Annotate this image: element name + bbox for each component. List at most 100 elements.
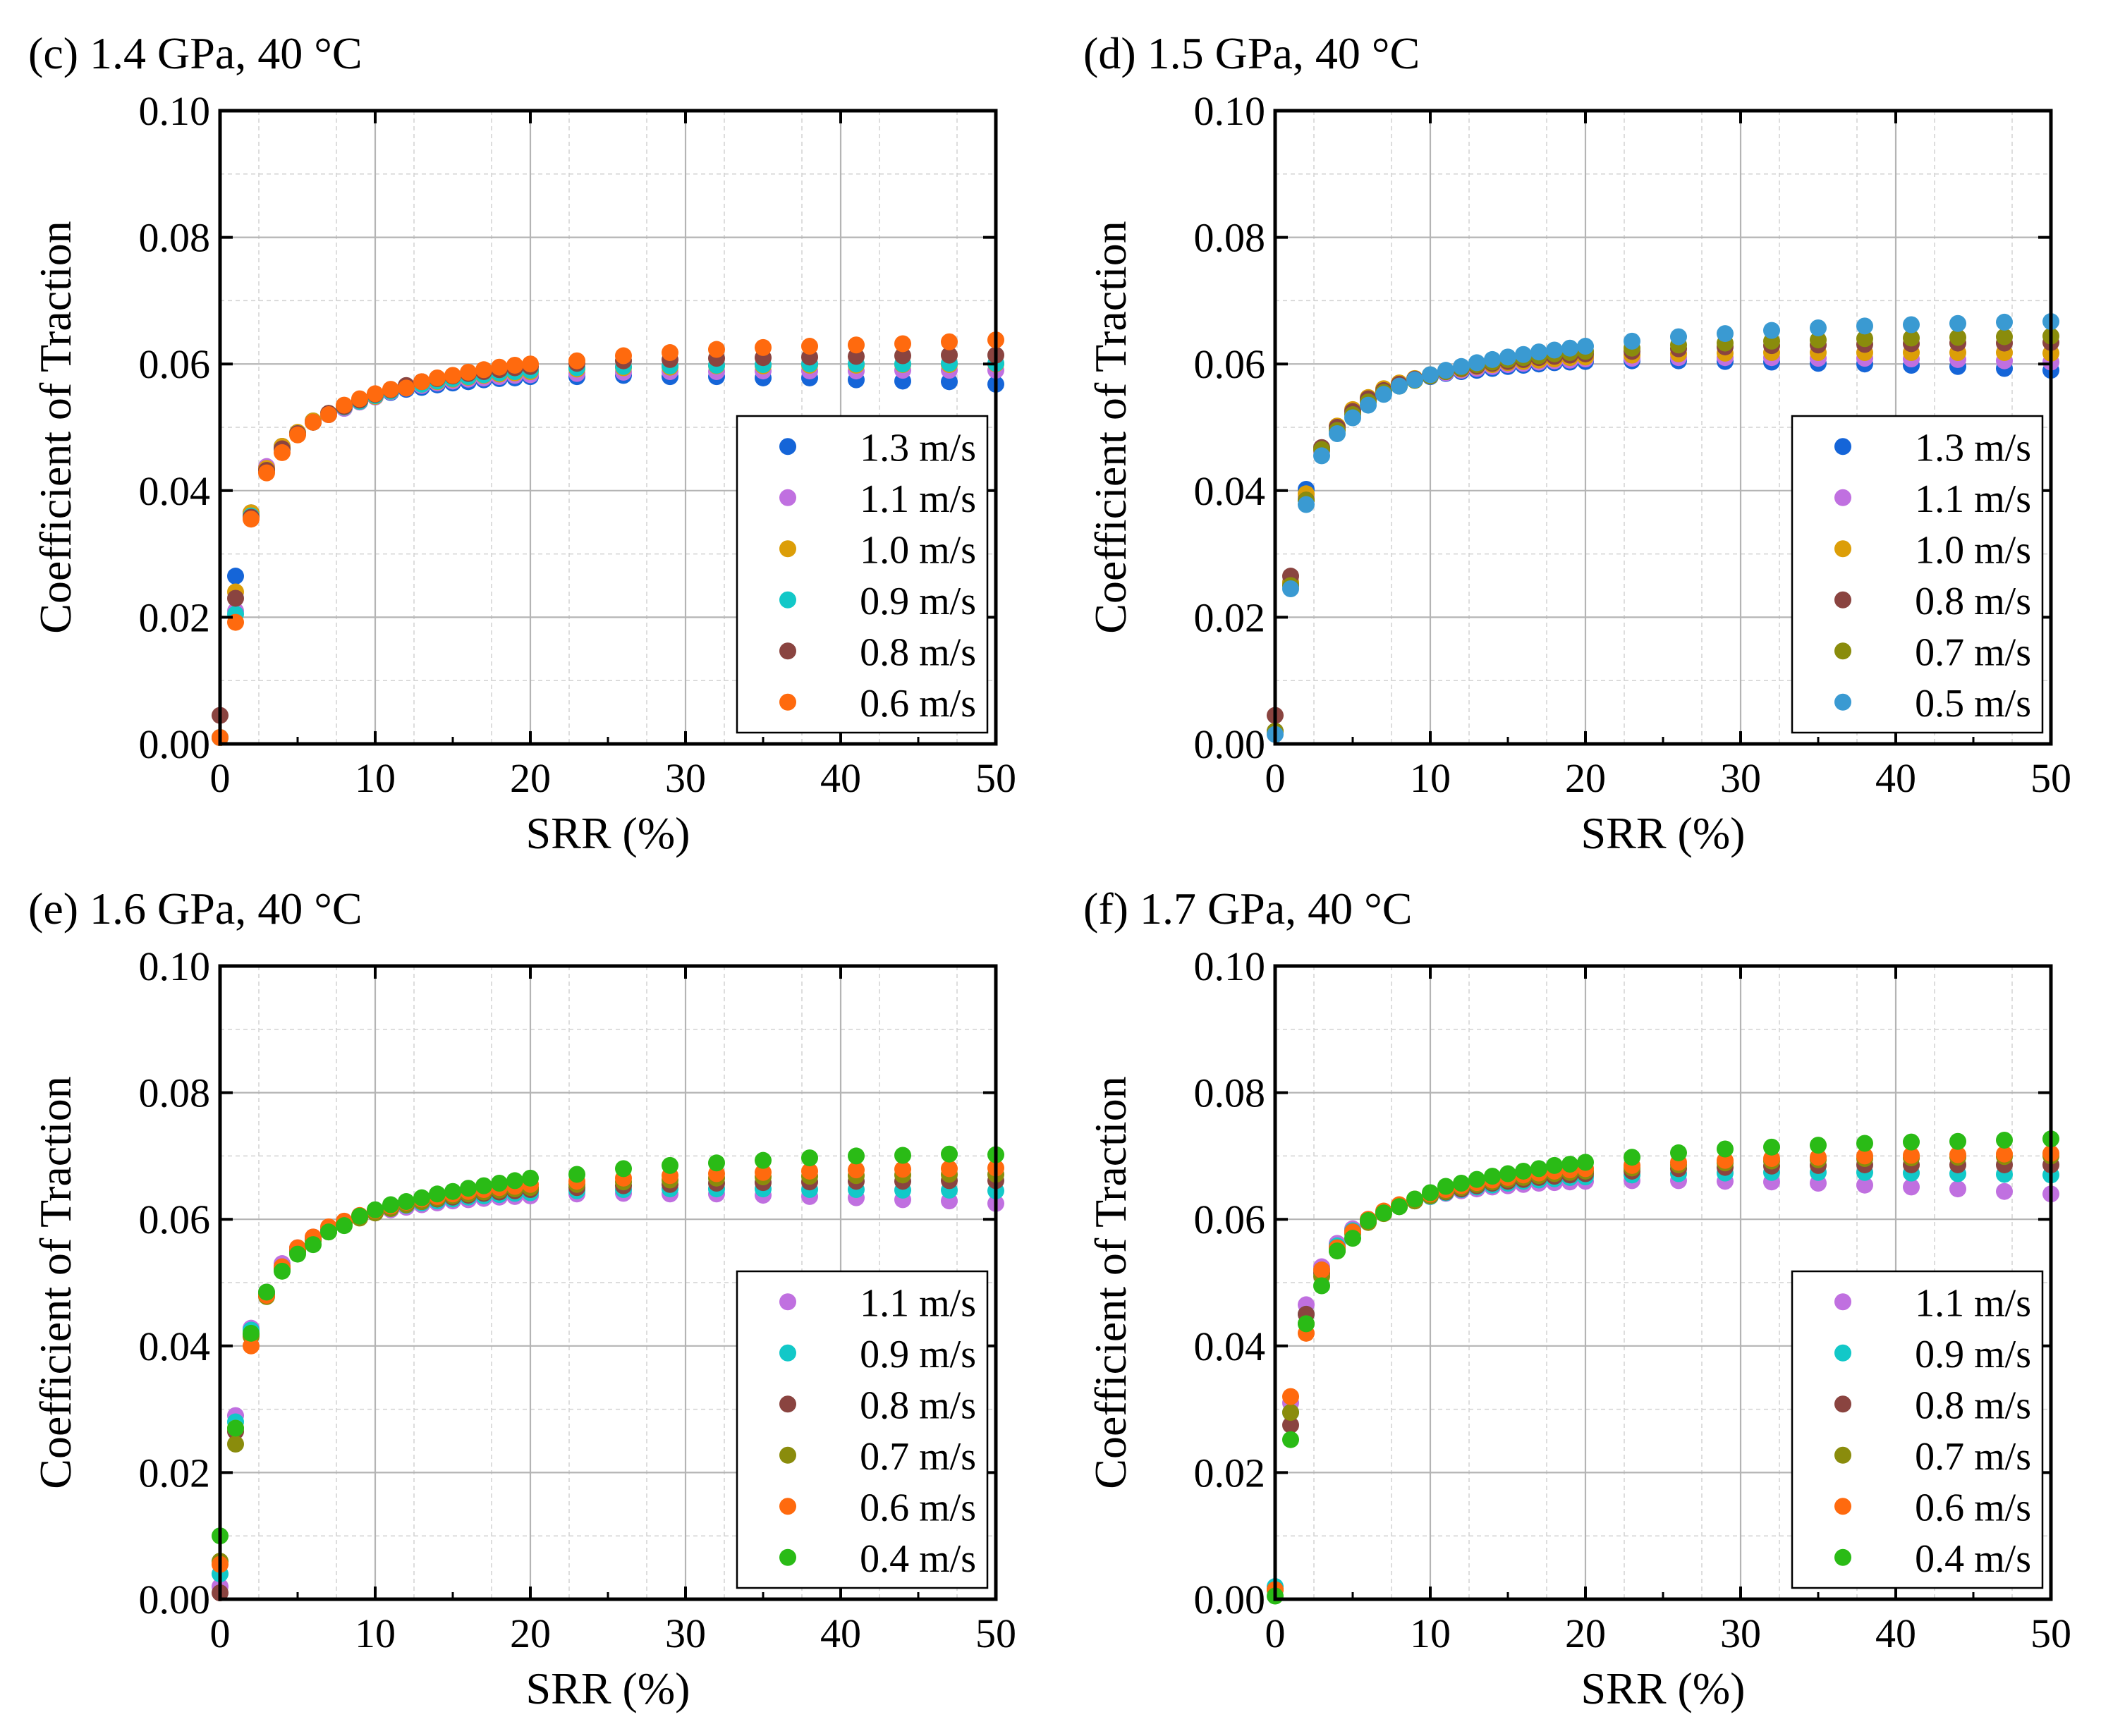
panel-e: 0 10 20 30 40 50 0.00 0.02 0.04 0.06 0.08 0.10 SRR (… — [28, 884, 1016, 1713]
data-point — [506, 356, 523, 374]
legend-item: 0.5 m/s — [1834, 682, 2031, 726]
data-point — [941, 1160, 958, 1178]
legend-label: 0.8 m/s — [1915, 1383, 2031, 1427]
data-point — [460, 1180, 477, 1197]
data-point — [1391, 1198, 1408, 1216]
legend-marker — [779, 1293, 796, 1311]
legend-item: 0.8 m/s — [779, 1383, 976, 1427]
data-point — [1810, 1149, 1827, 1166]
x-tick-label: 0 — [210, 755, 231, 801]
data-point — [1298, 1315, 1315, 1333]
data-point — [1282, 1388, 1299, 1405]
legend-box — [1791, 415, 2044, 734]
y-tick-label: 0.04 — [139, 1324, 211, 1369]
data-point — [398, 1193, 415, 1211]
legend-marker — [779, 591, 796, 609]
data-point — [1437, 1178, 1454, 1195]
data-point — [522, 1169, 539, 1187]
data-point — [1624, 1149, 1640, 1166]
y-tick-label: 0.08 — [1194, 1070, 1266, 1116]
legend-marker — [1834, 1344, 1851, 1362]
legend-label: 0.9 m/s — [860, 1333, 976, 1376]
data-point — [1282, 1404, 1299, 1422]
data-point — [1670, 1144, 1687, 1161]
y-tick-label: 0.06 — [139, 1197, 211, 1242]
data-point — [1468, 1170, 1485, 1188]
panel-f: 0 10 20 30 40 50 0.00 0.02 0.04 0.06 0.08 0.10 SRR (… — [1083, 884, 2071, 1713]
data-point — [1375, 1204, 1392, 1222]
series-0-4-m-s — [212, 1145, 1004, 1545]
legend-item: 0.7 m/s — [1834, 1435, 2031, 1479]
data-point — [1810, 1137, 1827, 1154]
data-point — [568, 352, 585, 369]
data-point — [1856, 1135, 1873, 1152]
legend-item: 0.7 m/s — [779, 1435, 976, 1479]
legend-marker — [779, 1446, 796, 1464]
data-point — [1856, 330, 1873, 348]
legend-box — [736, 415, 989, 734]
data-point — [615, 1160, 632, 1178]
y-tick-label: 0.10 — [139, 88, 211, 134]
data-point — [1344, 1230, 1361, 1247]
legend-marker — [1834, 693, 1851, 711]
x-tick-label: 50 — [2030, 755, 2071, 801]
legend-item: 0.6 m/s — [779, 682, 976, 726]
legend-marker — [1834, 1498, 1851, 1515]
data-point — [274, 1262, 291, 1280]
series-0-4-m-s — [1267, 1130, 2059, 1605]
x-tick-label: 40 — [1875, 755, 1916, 801]
data-point — [1763, 1138, 1780, 1156]
data-point — [305, 413, 322, 431]
ticks: 0 10 20 30 40 50 0.00 0.02 0.04 0.06 0.08 0.10 — [139, 943, 1017, 1656]
data-point — [1856, 317, 1873, 335]
x-tick-label: 40 — [820, 1610, 861, 1656]
data-point — [1717, 1140, 1734, 1158]
y-tick-label: 0.10 — [1194, 943, 1266, 989]
data-point — [1453, 357, 1470, 375]
x-tick-label: 0 — [210, 1610, 231, 1656]
data-point — [1530, 1160, 1547, 1178]
legend-marker — [779, 1548, 796, 1566]
legend-marker — [779, 1395, 796, 1413]
data-point — [1717, 325, 1734, 343]
data-point — [755, 1163, 772, 1181]
y-tick-label: 0.04 — [1194, 468, 1266, 514]
legend-marker — [1834, 489, 1851, 506]
legend-label: 1.1 m/s — [860, 1281, 976, 1325]
x-tick-label: 20 — [1565, 1610, 1606, 1656]
legend-marker — [1834, 1395, 1851, 1413]
data-point — [289, 1245, 306, 1263]
data-point — [1453, 1175, 1470, 1192]
data-point — [1468, 354, 1485, 372]
data-point — [1949, 1180, 1966, 1198]
data-point — [1949, 314, 1966, 332]
x-tick-label: 40 — [1875, 1610, 1916, 1656]
data-point — [429, 369, 446, 386]
data-point — [429, 1185, 446, 1203]
data-point — [1360, 1211, 1377, 1229]
y-tick-label: 0.02 — [1194, 1450, 1266, 1496]
data-point — [320, 406, 337, 424]
data-point — [1810, 319, 1827, 337]
data-point — [1624, 332, 1640, 350]
data-point — [1903, 1147, 1920, 1164]
y-tick-label: 0.04 — [1194, 1324, 1266, 1369]
y-tick-label: 0.06 — [139, 341, 211, 387]
data-point — [1329, 1242, 1346, 1260]
data-point — [460, 363, 477, 381]
x-tick-label: 0 — [1265, 1610, 1286, 1656]
x-axis-label: SRR (%) — [1581, 1663, 1746, 1713]
data-point — [1949, 1146, 1966, 1163]
legend-marker — [1834, 1548, 1851, 1566]
data-point — [522, 355, 539, 373]
data-point — [491, 1175, 508, 1192]
data-point — [755, 338, 772, 356]
data-point — [274, 444, 291, 461]
legend-marker — [1834, 1446, 1851, 1464]
data-point — [305, 1236, 322, 1254]
data-point — [1484, 350, 1501, 368]
legend-marker — [779, 1498, 796, 1515]
data-point — [506, 1172, 523, 1190]
y-tick-label: 0.04 — [139, 468, 211, 514]
legend-item: 0.8 m/s — [779, 630, 976, 674]
